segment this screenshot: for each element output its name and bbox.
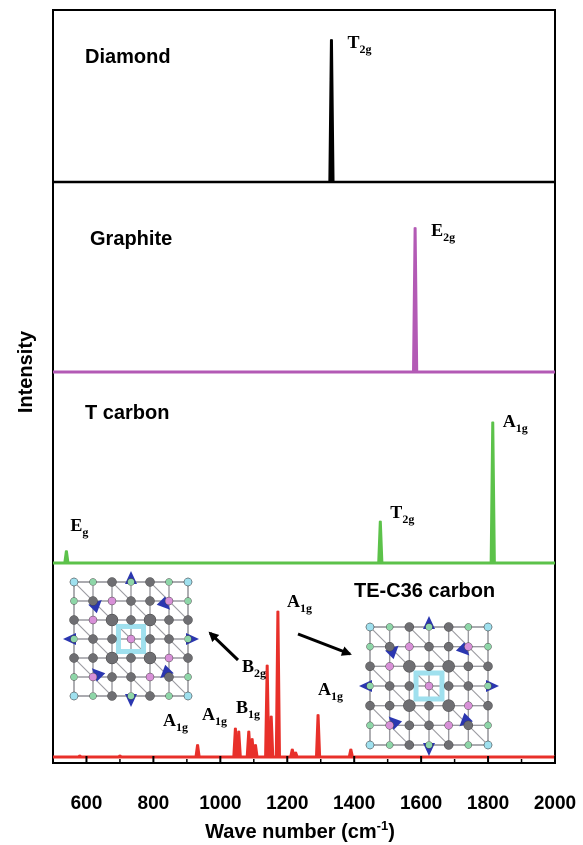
peak-annotation: A1g [318,679,343,703]
peak-mark [412,227,419,373]
peak-mark [292,751,299,758]
peak-annotation: E2g [431,220,455,244]
peak-mark [235,730,242,758]
x-tick-label: 1400 [333,793,375,814]
peak-annotation: A1g [163,710,188,734]
peak-annotation: A1g [287,591,312,615]
plot-border [52,9,556,764]
series-diamond [53,39,555,184]
peak-annotation: A1g [503,411,528,435]
series-te-c36-carbon [53,610,555,759]
crystal-structure-right [359,616,499,756]
peak-annotation: B2g [242,656,266,680]
peak-mark [328,39,335,183]
y-axis-title: Intensity [15,330,37,413]
series-t-carbon [53,421,555,565]
x-tick-label: 800 [138,793,170,814]
x-tick-label: 1200 [266,793,308,814]
peak-mark [489,421,496,564]
peak-mark [377,520,384,564]
peak-mark [63,550,70,564]
x-axis-title: Wave number (cm-1) [205,818,395,843]
panel-label: Diamond [85,46,171,68]
x-tick-label: 1800 [467,793,509,814]
peak-mark [252,744,259,758]
peak-annotation: B1g [236,697,260,721]
x-tick-label: 2000 [534,793,576,814]
panel-label: Graphite [90,228,172,250]
peak-mark [194,744,201,758]
peak-mark [314,714,322,758]
peak-annotation: T2g [347,32,371,56]
arrow-left [208,631,240,662]
plot-frame [52,9,556,764]
peak-mark [274,610,281,758]
arrow-right [297,632,352,656]
peak-mark [268,715,275,758]
peak-mark [116,754,124,758]
series-graphite [53,227,555,374]
peak-mark [347,748,354,758]
peak-mark [76,754,83,758]
panel-label: T carbon [85,402,169,424]
crystal-structure-left [63,571,199,707]
series-layer [53,39,555,759]
x-tick-label: 1000 [199,793,241,814]
peak-annotation: A1g [202,704,227,728]
x-tick-label: 600 [71,793,103,814]
peak-annotation: T2g [390,502,414,526]
annotation-arrows [208,631,352,662]
peak-annotation: Eg [70,515,88,539]
panel-label: TE-C36 carbon [354,580,495,602]
label-layer: Diamond T2g Graphite E2g T carbon Eg T2g A1g TE-… [70,32,527,734]
peak-mark [264,664,271,758]
x-tick-label: 1600 [400,793,442,814]
crystal-structure-images [63,571,499,756]
x-axis: 600 800 1000 1200 1400 1600 1800 2000 Wave numbe… [15,330,576,843]
